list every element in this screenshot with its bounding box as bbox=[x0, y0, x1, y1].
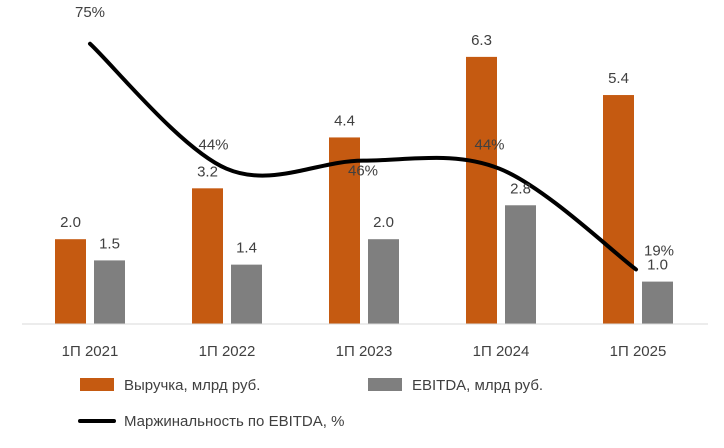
revenue-bar-1-2025 bbox=[603, 95, 634, 324]
x-tick-labels: 1П 2021 1П 2022 1П 2023 1П 2024 1П 2025 bbox=[62, 343, 667, 360]
revenue-bar-1-2021 bbox=[55, 239, 86, 324]
revenue-bar-1-2022 bbox=[192, 188, 223, 324]
revenue-label-1-2021: 2.0 bbox=[60, 214, 81, 231]
data-labels-layer: 2.0 1.5 3.2 1.4 4.4 2.0 6.3 2.8 5.4 1.0 75% 44% 46% 4… bbox=[60, 4, 674, 274]
legend-swatch-ebitda bbox=[368, 378, 402, 391]
ebitda-bar-1-2023 bbox=[368, 239, 399, 324]
ebitda-bar-1-2024 bbox=[505, 205, 536, 324]
margin-label-1-2021: 75% bbox=[75, 4, 105, 21]
revenue-label-1-2023: 4.4 bbox=[334, 112, 355, 129]
legend-label-margin: Маржинальность по EBITDA, % bbox=[124, 413, 344, 430]
x-tick-1-2022: 1П 2022 bbox=[199, 343, 256, 360]
legend-label-revenue: Выручка, млрд руб. bbox=[124, 377, 260, 394]
ebitda-label-1-2024: 2.8 bbox=[510, 180, 531, 197]
ebitda-bar-1-2021 bbox=[94, 260, 125, 324]
ebitda-margin-line bbox=[88, 41, 638, 272]
ebitda-bar-1-2025 bbox=[642, 281, 673, 324]
revenue-bar-1-2023 bbox=[329, 137, 360, 324]
margin-line-layer bbox=[88, 41, 638, 272]
x-tick-1-2021: 1П 2021 bbox=[62, 343, 119, 360]
x-tick-1-2025: 1П 2025 bbox=[610, 343, 667, 360]
ebitda-label-1-2023: 2.0 bbox=[373, 214, 394, 231]
margin-label-1-2025: 19% bbox=[644, 242, 674, 259]
x-tick-1-2024: 1П 2024 bbox=[473, 343, 530, 360]
bars-layer bbox=[55, 56, 673, 324]
revenue-label-1-2022: 3.2 bbox=[197, 163, 218, 180]
margin-label-1-2024: 44% bbox=[474, 137, 504, 154]
revenue-label-1-2025: 5.4 bbox=[608, 70, 629, 87]
legend: Выручка, млрд руб. EBITDA, млрд руб. Мар… bbox=[78, 377, 543, 430]
legend-swatch-revenue bbox=[80, 378, 114, 391]
revenue-label-1-2024: 6.3 bbox=[471, 32, 492, 49]
ebitda-label-1-2022: 1.4 bbox=[236, 240, 257, 257]
ebitda-label-1-2021: 1.5 bbox=[99, 235, 120, 252]
x-tick-1-2023: 1П 2023 bbox=[336, 343, 393, 360]
ebitda-label-1-2025: 1.0 bbox=[647, 257, 668, 274]
margin-label-1-2023: 46% bbox=[348, 163, 378, 180]
legend-label-ebitda: EBITDA, млрд руб. bbox=[412, 377, 543, 394]
revenue-bar-1-2024 bbox=[466, 56, 497, 324]
margin-label-1-2022: 44% bbox=[198, 137, 228, 154]
ebitda-bar-1-2022 bbox=[231, 264, 262, 324]
